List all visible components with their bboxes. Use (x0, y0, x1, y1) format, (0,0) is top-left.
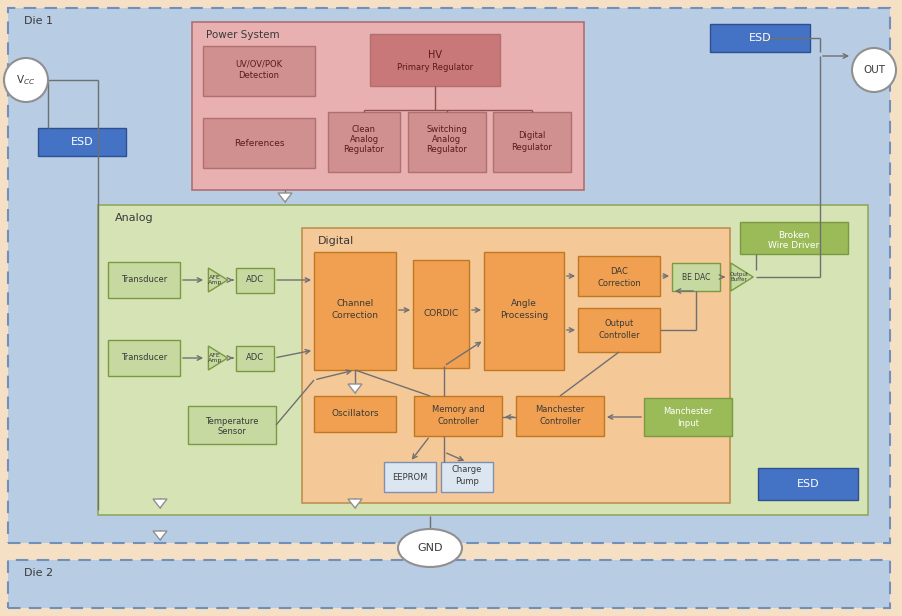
Text: ESD: ESD (70, 137, 93, 147)
Text: Wire Driver: Wire Driver (769, 241, 820, 251)
Bar (314, 252, 396, 370)
Text: Switching: Switching (427, 126, 467, 134)
Bar (108, 262, 180, 298)
Text: Sensor: Sensor (217, 428, 246, 437)
Text: Power System: Power System (206, 30, 280, 40)
Bar (710, 24, 810, 52)
Text: Regulator: Regulator (427, 145, 467, 155)
Bar (314, 396, 396, 432)
Text: Transducer: Transducer (121, 354, 167, 362)
Bar (38, 128, 126, 156)
Text: Manchester: Manchester (535, 405, 584, 415)
Text: Die 2: Die 2 (24, 568, 53, 578)
Text: CORDIC: CORDIC (423, 309, 458, 318)
Bar (441, 462, 493, 492)
Bar (414, 396, 502, 436)
Ellipse shape (398, 529, 462, 567)
Text: GND: GND (418, 543, 443, 553)
Bar (672, 263, 720, 291)
Text: Channel: Channel (336, 299, 373, 309)
Text: Oscillators: Oscillators (331, 410, 379, 418)
Bar (493, 112, 571, 172)
Text: Charge: Charge (452, 466, 483, 474)
Text: Analog: Analog (115, 213, 153, 223)
Bar (413, 260, 469, 368)
Ellipse shape (4, 58, 48, 102)
Bar (8, 8, 890, 543)
Text: Analog: Analog (432, 136, 462, 145)
Bar (203, 46, 315, 96)
Bar (203, 118, 315, 168)
Text: HV: HV (428, 50, 442, 60)
Text: Memory and: Memory and (432, 405, 484, 415)
Text: Controller: Controller (437, 418, 479, 426)
Polygon shape (208, 268, 227, 292)
Polygon shape (348, 384, 362, 393)
Bar (370, 34, 500, 86)
Bar (740, 222, 848, 254)
Text: Temperature: Temperature (206, 416, 259, 426)
Bar (98, 205, 868, 515)
Text: Transducer: Transducer (121, 275, 167, 285)
Text: References: References (234, 139, 284, 147)
Text: BE DAC: BE DAC (682, 272, 710, 282)
Text: Pump: Pump (456, 477, 479, 485)
Text: Broken: Broken (778, 230, 810, 240)
Text: UV/OV/POK: UV/OV/POK (235, 60, 282, 68)
Text: DAC: DAC (610, 267, 628, 275)
Polygon shape (731, 263, 753, 291)
Bar (408, 112, 486, 172)
Bar (578, 256, 660, 296)
Bar (236, 268, 274, 293)
Text: Regulator: Regulator (511, 144, 552, 153)
Text: V$_{CC}$: V$_{CC}$ (16, 73, 36, 87)
Text: AFE
Amp: AFE Amp (207, 275, 222, 285)
Text: ADC: ADC (246, 275, 264, 285)
Text: ESD: ESD (796, 479, 819, 489)
Polygon shape (348, 499, 362, 508)
Text: Processing: Processing (500, 312, 548, 320)
Polygon shape (153, 531, 167, 540)
Polygon shape (278, 193, 292, 202)
Bar (758, 468, 858, 500)
Text: Primary Regulator: Primary Regulator (397, 62, 473, 71)
Polygon shape (208, 346, 227, 370)
Bar (236, 346, 274, 371)
Polygon shape (153, 499, 167, 508)
Text: Correction: Correction (597, 278, 641, 288)
Bar (302, 228, 730, 503)
Bar (516, 396, 604, 436)
Text: Digital: Digital (318, 236, 354, 246)
Bar (578, 308, 660, 352)
Bar (108, 340, 180, 376)
Bar (384, 462, 436, 492)
Text: ESD: ESD (749, 33, 771, 43)
Text: Die 1: Die 1 (24, 16, 53, 26)
Text: Clean: Clean (352, 126, 376, 134)
Bar (192, 22, 584, 190)
Text: Regulator: Regulator (344, 145, 384, 155)
Text: Angle: Angle (511, 299, 537, 309)
Text: AFE
Amp: AFE Amp (207, 352, 222, 363)
Text: OUT: OUT (863, 65, 885, 75)
Text: Analog: Analog (349, 136, 379, 145)
Text: ADC: ADC (246, 354, 264, 362)
Text: Manchester: Manchester (663, 408, 713, 416)
Text: Detection: Detection (238, 71, 280, 81)
Text: Digital: Digital (519, 131, 546, 139)
Ellipse shape (852, 48, 896, 92)
Text: Controller: Controller (598, 331, 640, 341)
Bar (644, 398, 732, 436)
Text: Controller: Controller (539, 418, 581, 426)
Text: Output
Buffer: Output Buffer (730, 272, 749, 282)
Text: Correction: Correction (332, 312, 379, 320)
Bar (328, 112, 400, 172)
Text: EEPROM: EEPROM (392, 472, 428, 482)
Bar (8, 560, 890, 608)
Bar (188, 406, 276, 444)
Text: Output: Output (604, 320, 633, 328)
Text: Input: Input (677, 418, 699, 428)
Bar (484, 252, 564, 370)
